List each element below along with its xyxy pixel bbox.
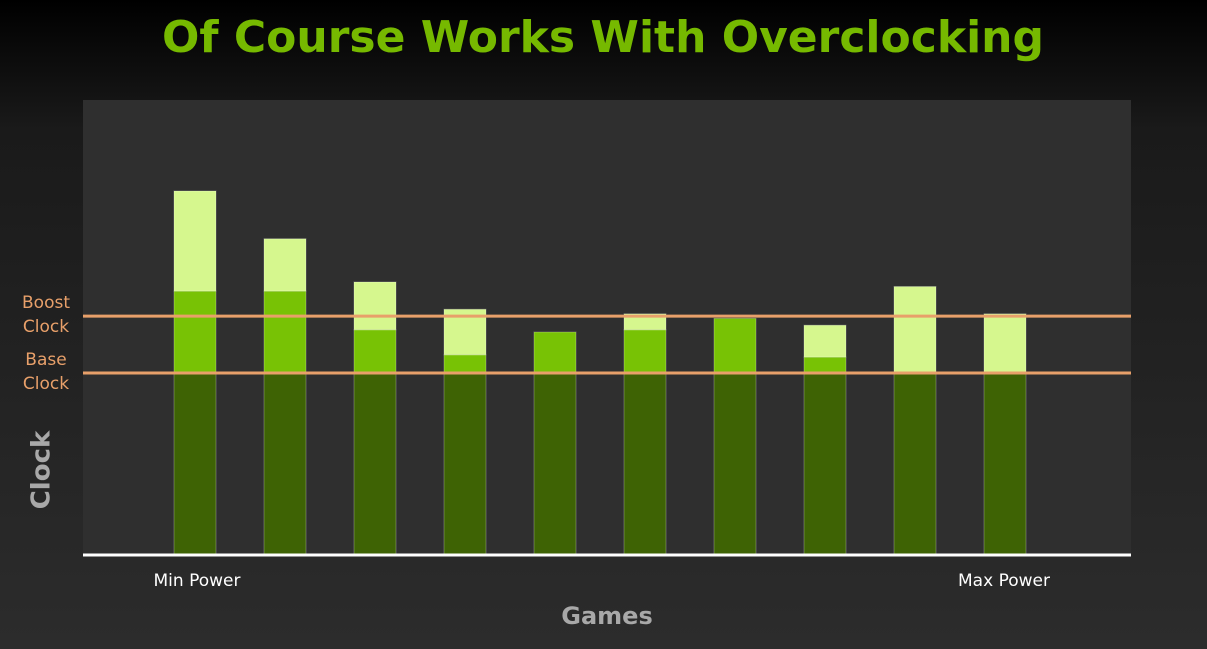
bar-segment bbox=[623, 372, 667, 556]
bar-segment bbox=[623, 329, 667, 374]
bar-segment bbox=[713, 317, 757, 374]
x-annotation: Min Power bbox=[154, 571, 241, 591]
chart-title: Of Course Works With Overclocking bbox=[162, 12, 1044, 63]
bar-segment bbox=[263, 290, 307, 374]
x-axis-label: Games bbox=[561, 602, 652, 630]
bar-segment bbox=[353, 281, 397, 331]
reference-label: Clock bbox=[23, 374, 69, 394]
bar-segment bbox=[263, 372, 307, 556]
reference-label: Boost bbox=[22, 293, 70, 313]
reference-label: Base bbox=[25, 350, 66, 370]
bar-segment bbox=[713, 372, 757, 556]
y-axis-label: Clock bbox=[27, 430, 57, 509]
bar-segment bbox=[353, 372, 397, 556]
bar-segment bbox=[893, 372, 937, 556]
bar-segment bbox=[803, 372, 847, 556]
bar-segment bbox=[803, 324, 847, 358]
plot-area bbox=[83, 100, 1131, 555]
bar-segment bbox=[173, 190, 217, 292]
bar-segment bbox=[353, 329, 397, 374]
bar-segment bbox=[983, 313, 1027, 374]
bar-segment bbox=[173, 372, 217, 556]
reference-label: Clock bbox=[23, 317, 69, 337]
bar-segment bbox=[443, 372, 487, 556]
bar-segment bbox=[983, 372, 1027, 556]
bar-segment bbox=[623, 313, 667, 331]
bar-segment bbox=[893, 286, 937, 374]
bar-segment bbox=[533, 331, 577, 374]
x-annotation: Max Power bbox=[958, 571, 1050, 591]
bar-segment bbox=[263, 238, 307, 292]
bar-segment bbox=[173, 290, 217, 374]
bar-segment bbox=[803, 356, 847, 374]
bar-segment bbox=[443, 354, 487, 374]
bar-segment bbox=[533, 372, 577, 556]
